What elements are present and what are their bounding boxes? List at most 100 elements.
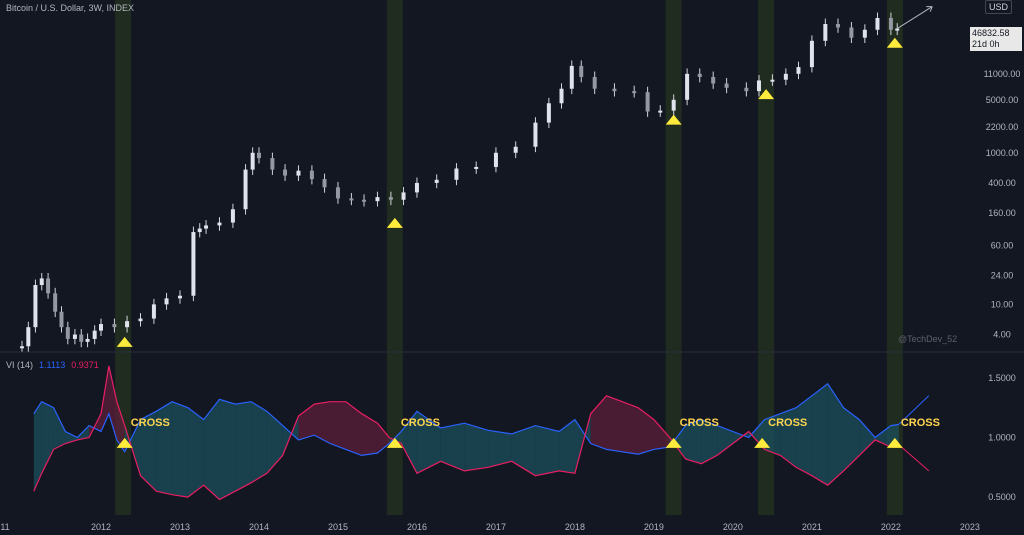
price-candle <box>138 318 143 322</box>
price-candle <box>177 295 182 299</box>
price-candle <box>230 209 235 223</box>
cross-signal-label: CROSS <box>131 417 170 429</box>
price-signal-marker <box>665 114 682 125</box>
price-candle <box>309 170 314 180</box>
price-candle <box>39 278 44 286</box>
price-candle <box>895 28 900 31</box>
price-tick-label: 10.00 <box>991 299 1014 309</box>
vi-fill-segment <box>535 425 560 476</box>
vi-fill-segment <box>653 419 670 450</box>
price-candle <box>362 199 367 202</box>
vi-fill-segment <box>140 411 157 492</box>
x-tick-label: 2020 <box>723 522 743 532</box>
price-candle <box>26 327 31 347</box>
current-price: 46832.58 <box>972 28 1010 38</box>
bar-countdown: 21d 0h <box>972 39 1000 49</box>
vi-fill-segment <box>172 401 188 498</box>
price-candle <box>164 298 169 305</box>
cross-signal-marker <box>116 437 133 448</box>
vi-tick-label: 0.5000 <box>988 492 1016 502</box>
currency-label[interactable]: USD <box>985 0 1013 14</box>
vi-fill-segment <box>701 419 718 464</box>
vi-fill-segment <box>511 425 536 476</box>
vi-minus-projection-arrow <box>898 444 930 472</box>
price-signal-marker <box>758 89 775 100</box>
price-candle <box>250 152 255 170</box>
vi-fill-segment <box>41 401 54 474</box>
price-candle <box>65 327 70 339</box>
price-candle <box>296 170 301 176</box>
price-candle <box>243 169 248 210</box>
vi-fill-segment <box>345 401 362 456</box>
price-candle <box>151 304 156 319</box>
vi-fill-segment <box>219 399 236 500</box>
vi-fill-segment <box>638 407 654 455</box>
vi-fill-segment <box>235 401 252 492</box>
price-candle <box>697 73 702 77</box>
price-candle <box>569 65 574 89</box>
vi-fill-segment <box>416 411 441 474</box>
price-candle <box>322 179 327 188</box>
price-candle <box>546 103 551 123</box>
vi-plus-value: 1.1113 <box>39 360 66 370</box>
x-tick-label: 2013 <box>170 522 190 532</box>
price-candle <box>685 73 690 100</box>
price-signal-marker <box>116 336 133 347</box>
price-candle <box>349 198 354 201</box>
x-tick-label: 2023 <box>960 522 980 532</box>
price-candle <box>59 311 64 328</box>
vi-fill-segment <box>764 413 781 456</box>
price-candle <box>85 338 90 342</box>
vi-fill-segment <box>330 401 346 450</box>
cross-signal-marker <box>665 437 682 448</box>
price-candle <box>434 179 439 183</box>
price-tick-label: 400.00 <box>988 178 1016 188</box>
vi-fill-segment <box>33 401 42 492</box>
price-candle <box>217 222 222 226</box>
price-candle <box>493 152 498 167</box>
price-candle <box>658 110 663 113</box>
price-candle <box>204 225 209 229</box>
vi-fill-segment <box>859 419 876 456</box>
vi-fill-segment <box>187 407 204 498</box>
price-tick-label: 2200.00 <box>986 122 1019 132</box>
price-candle <box>835 24 840 28</box>
price-signal-marker <box>386 217 403 228</box>
vi-plus-projection-arrow <box>898 395 930 425</box>
price-candle <box>724 83 729 88</box>
price-candle <box>79 334 84 342</box>
price-candle <box>72 334 77 339</box>
price-candle <box>191 232 196 296</box>
price-tick-label: 60.00 <box>991 240 1014 250</box>
price-signal-marker <box>886 37 903 48</box>
x-tick-label: 2019 <box>644 522 664 532</box>
price-projection-line <box>896 6 933 30</box>
vi-fill-segment <box>780 407 797 468</box>
vi-fill-segment <box>590 395 607 450</box>
price-candle <box>283 169 288 176</box>
highlight-band-1 <box>386 0 403 515</box>
highlight-band-4 <box>886 0 903 515</box>
price-tick-label: 4.00 <box>993 330 1011 340</box>
price-candle <box>98 324 103 331</box>
price-candle <box>197 228 202 233</box>
x-tick-label: 11 <box>0 522 9 532</box>
x-tick-label: 2018 <box>565 522 585 532</box>
symbol-title: Bitcoin / U.S. Dollar, 3W, INDEX <box>6 3 135 13</box>
vi-legend[interactable]: VI (14) 1.1113 0.9371 <box>6 360 99 370</box>
price-projection-arrow <box>926 6 933 12</box>
price-candle <box>125 321 130 328</box>
cross-signal-marker <box>886 437 903 448</box>
vi-fill-segment <box>53 407 66 450</box>
price-candle <box>756 80 761 92</box>
price-candle <box>474 166 479 169</box>
vi-name: VI (14) <box>6 360 34 370</box>
highlight-band-2 <box>665 0 682 515</box>
price-candle <box>112 324 117 328</box>
x-tick-label: 2021 <box>802 522 822 532</box>
price-candle <box>375 197 380 202</box>
x-tick-label: 2012 <box>91 522 111 532</box>
price-tick-label: 1000.00 <box>986 148 1019 158</box>
vi-fill-segment <box>843 407 860 471</box>
price-candle <box>632 91 637 94</box>
